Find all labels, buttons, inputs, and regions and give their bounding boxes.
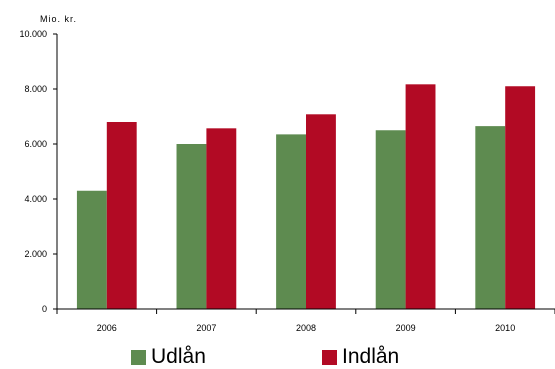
y-tick-label: 4.000 <box>24 194 47 204</box>
bar-indlan-2007 <box>206 128 237 309</box>
x-axis: 2006 2007 2008 2009 2010 <box>56 308 555 333</box>
bar-indlan-2008 <box>306 114 336 309</box>
legend-item-indlan: Indlån <box>322 345 399 369</box>
y-tick-label: 10.000 <box>19 29 47 39</box>
y-axis: 0 2.000 4.000 6.000 8.000 10.000 <box>19 29 58 314</box>
y-tick-label: 2.000 <box>24 249 47 259</box>
bar-indlan-2010 <box>505 86 536 309</box>
legend: Udlån Indlån <box>0 345 555 369</box>
bar-indlan-2006 <box>106 122 137 309</box>
x-tick-label: 2010 <box>495 323 515 333</box>
legend-label-udlan: Udlån <box>151 345 206 368</box>
legend-swatch-indlan <box>322 349 337 365</box>
bar-udlan-2006 <box>76 190 107 309</box>
x-tick-label: 2009 <box>396 323 416 333</box>
bar-chart: Mio. kr. 0 2.000 4.000 6.000 8.000 10.000 200… <box>19 14 555 333</box>
x-tick-label: 2008 <box>296 323 316 333</box>
bar-udlan-2007 <box>176 144 207 309</box>
x-tick-label: 2007 <box>196 323 216 333</box>
y-tick-label: 6.000 <box>24 139 47 149</box>
bar-udlan-2010 <box>475 126 506 309</box>
bars <box>76 84 536 309</box>
y-tick-label: 8.000 <box>24 84 47 94</box>
bar-udlan-2009 <box>375 130 406 309</box>
legend-item-udlan: Udlån <box>131 345 206 369</box>
y-unit-label: Mio. kr. <box>40 14 77 24</box>
bar-udlan-2008 <box>276 134 306 309</box>
x-tick-label: 2006 <box>97 323 117 333</box>
y-tick-label: 0 <box>42 304 47 314</box>
legend-swatch-udlan <box>131 349 146 365</box>
legend-label-indlan: Indlån <box>342 345 400 368</box>
bar-indlan-2009 <box>405 84 436 309</box>
